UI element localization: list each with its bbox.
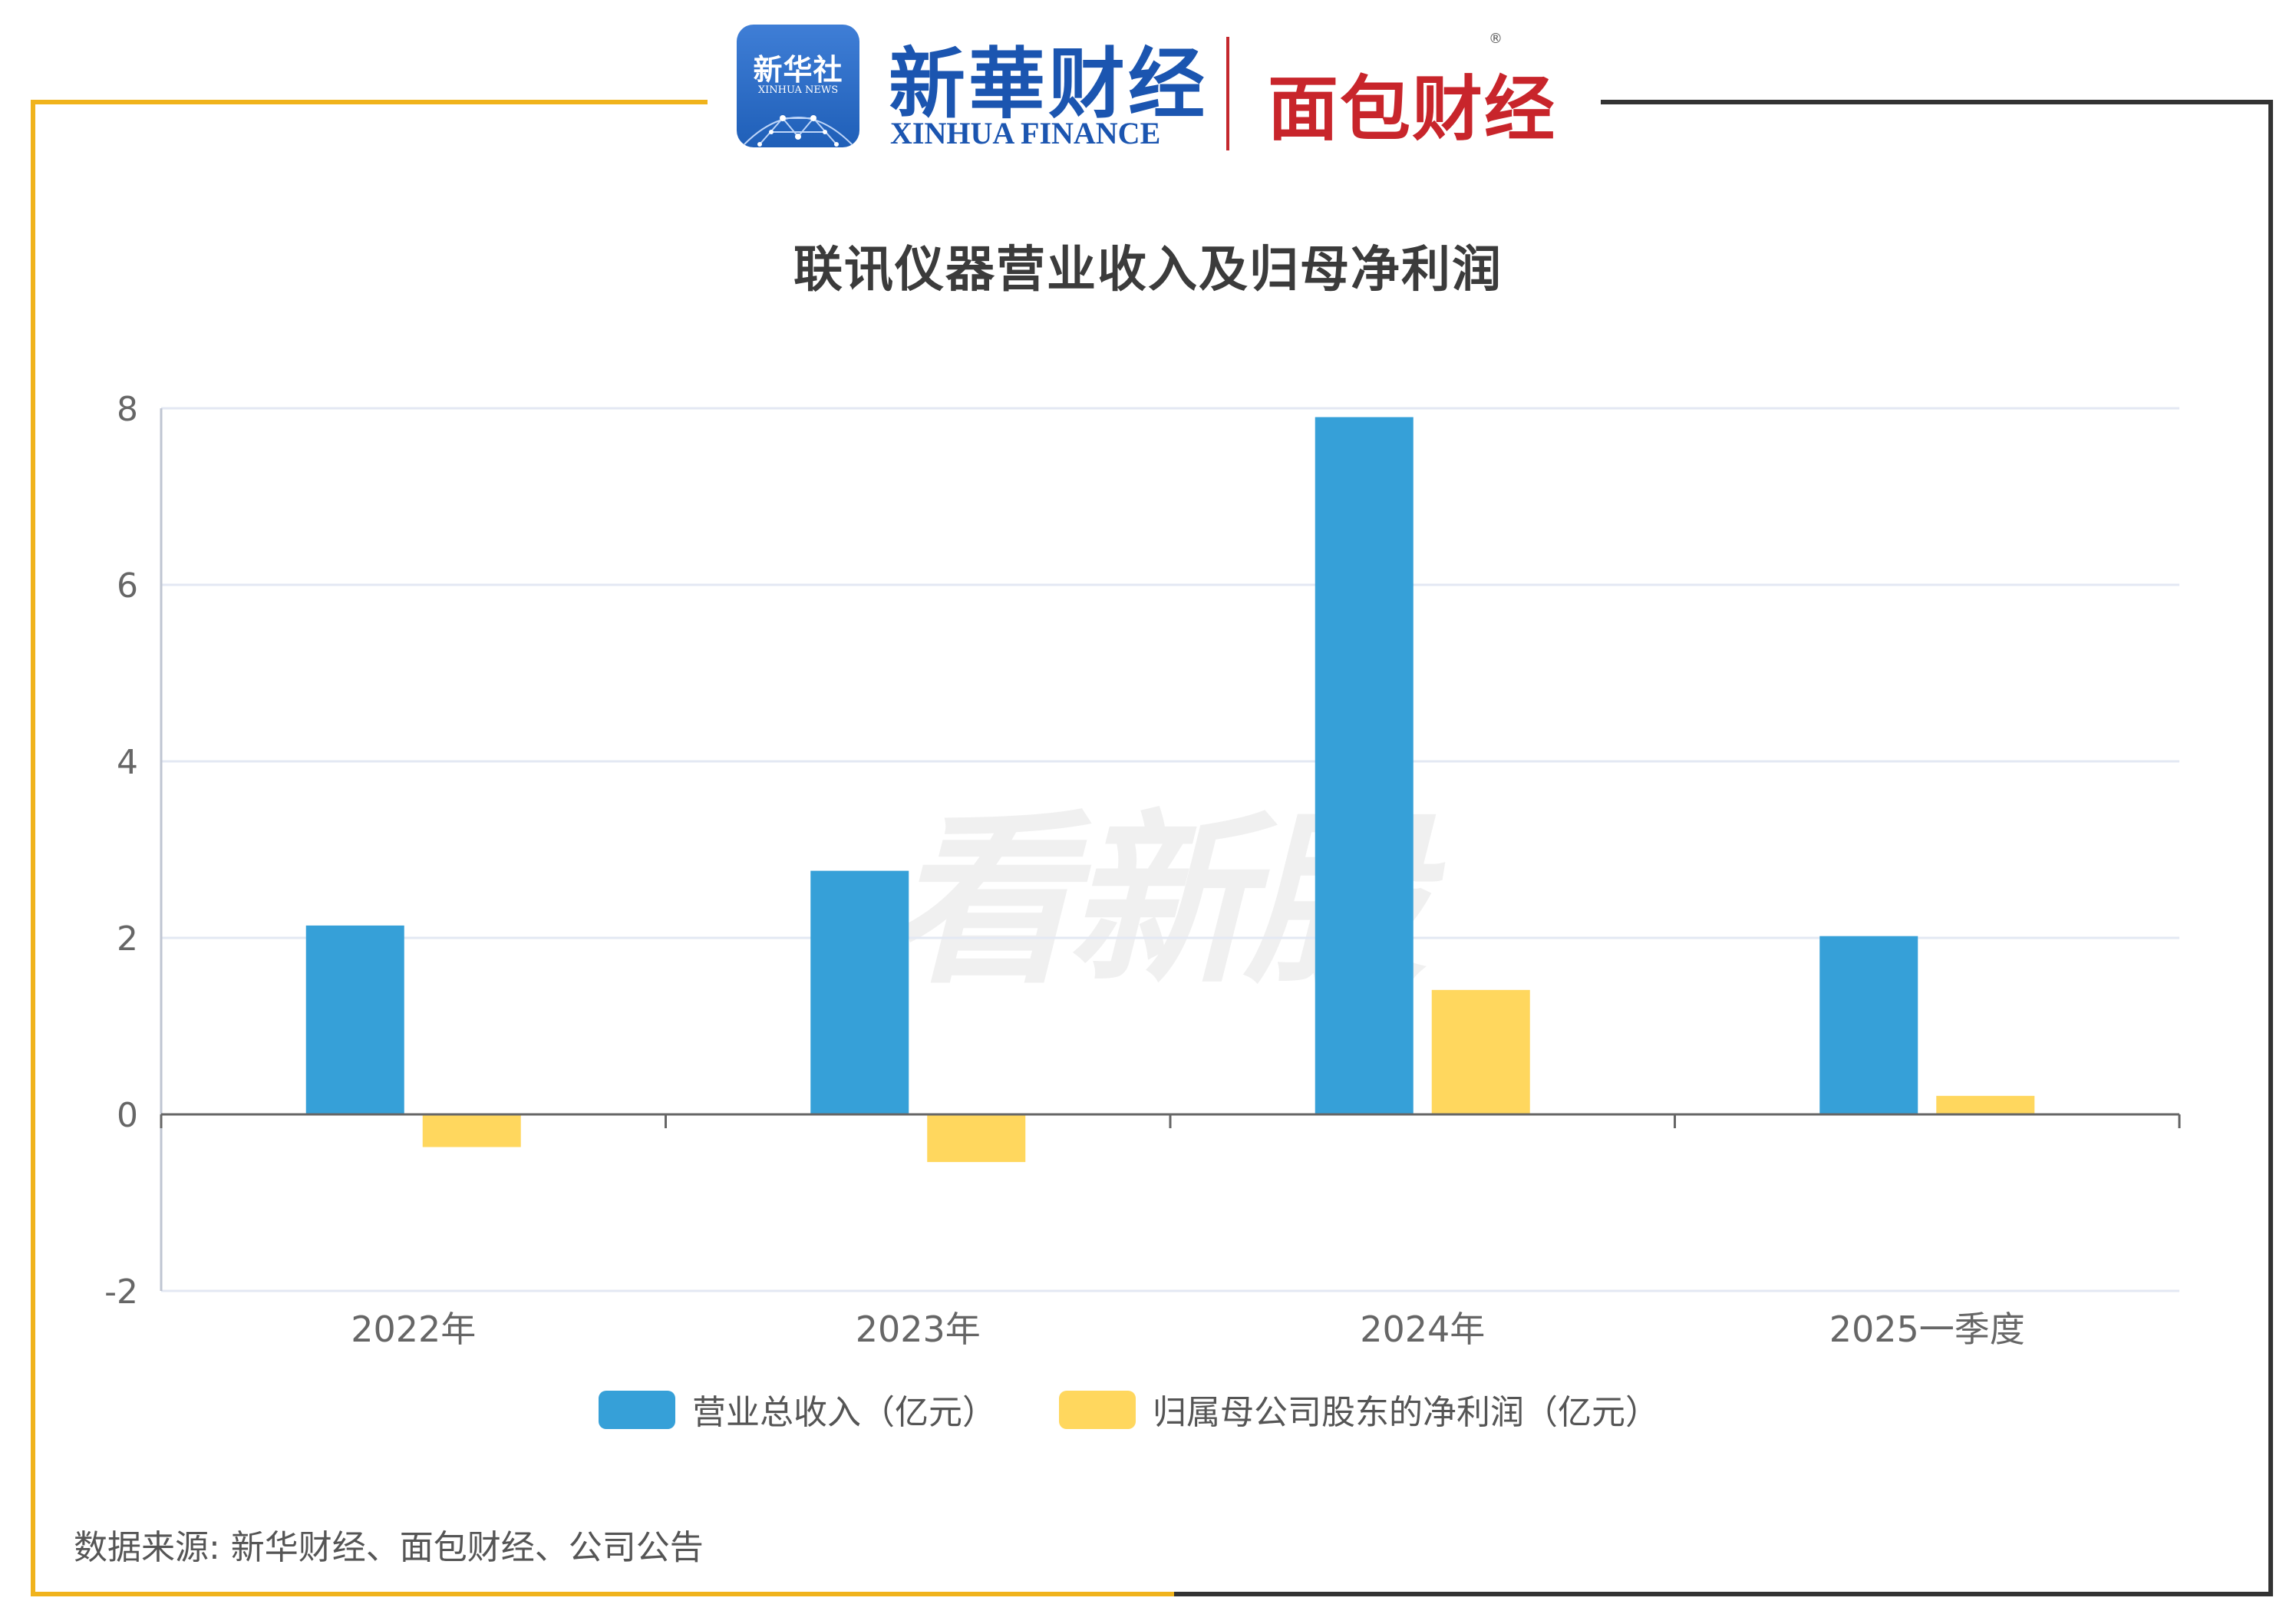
frame-top-left	[31, 100, 708, 104]
y-tick-label: 2	[117, 919, 138, 959]
legend-label-net-profit: 归属母公司股东的净利润（亿元）	[1153, 1393, 1659, 1432]
bar-net-profit[interactable]	[1936, 1095, 2035, 1114]
xinhua-badge-en: XINHUA NEWS	[757, 84, 839, 96]
legend-label-revenue: 营业总收入（亿元）	[692, 1393, 996, 1432]
x-tick-label: 2025一季度	[1829, 1309, 2025, 1350]
frame-right	[2268, 100, 2273, 1596]
legend-swatch-revenue	[599, 1391, 675, 1429]
xinhua-badge-cn: 新华社	[753, 53, 843, 87]
bar-revenue[interactable]	[305, 925, 404, 1114]
y-tick-label: -2	[104, 1272, 138, 1312]
registered-mark: ®	[1489, 31, 1503, 47]
xinhua-news-logo: 新华社 XINHUA NEWS	[737, 25, 859, 147]
frame-left	[31, 100, 35, 1596]
x-tick-label: 2023年	[856, 1309, 981, 1350]
y-tick-label: 8	[117, 390, 138, 429]
x-tick-label: 2024年	[1360, 1309, 1485, 1350]
bar-net-profit[interactable]	[422, 1114, 521, 1147]
y-tick-label: 0	[117, 1096, 138, 1135]
header-logos: 新华社 XINHUA NEWS 新華财经 XINHUA FINANCE 面包财经…	[737, 21, 1596, 160]
frame-bottom-left	[31, 1592, 1174, 1596]
logo-divider	[1226, 37, 1229, 150]
bar-net-profit[interactable]	[927, 1114, 1026, 1163]
y-tick-label: 6	[117, 566, 138, 606]
mianbao-finance-logo: 面包财经	[1268, 68, 1557, 150]
bar-revenue[interactable]	[810, 870, 909, 1114]
source-note: 数据来源: 新华财经、面包财经、公司公告	[74, 1528, 704, 1567]
xinhua-finance-logo-cn: 新華财经	[889, 38, 1208, 129]
frame-bottom-right	[1174, 1592, 2273, 1596]
legend-swatch-net-profit	[1059, 1391, 1136, 1429]
x-tick-label: 2022年	[351, 1309, 476, 1350]
network-icon	[744, 115, 853, 147]
xinhua-finance-logo-en: XINHUA FINANCE	[890, 116, 1161, 150]
bar-net-profit[interactable]	[1431, 989, 1530, 1114]
frame-top-right	[1601, 100, 2273, 104]
y-tick-label: 4	[117, 743, 138, 782]
bar-revenue[interactable]	[1315, 417, 1414, 1115]
bar-revenue[interactable]	[1819, 936, 1918, 1114]
chart-title: 联讯仪器营业收入及归母净利润	[793, 242, 1503, 299]
